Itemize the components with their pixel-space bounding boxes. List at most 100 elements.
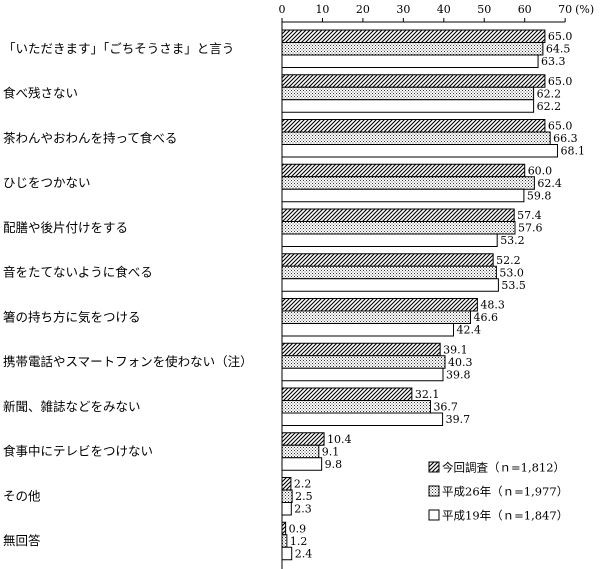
bar-value-label: 48.3 [480, 299, 505, 312]
bar [281, 144, 558, 158]
bar-value-label: 60.0 [528, 164, 553, 177]
bar [281, 342, 441, 357]
bar [281, 502, 292, 516]
bar [281, 298, 478, 312]
bar-value-label: 39.7 [446, 413, 471, 426]
legend-swatch [428, 461, 440, 473]
bar-series: 65.0 65.0 65.0 60.0 57.4 52.2 48.3 39.1 32.1 10.4… [281, 29, 585, 561]
bar [281, 278, 499, 292]
bar [281, 233, 498, 247]
bar-value-label: 36.7 [433, 401, 458, 414]
bar-value-label: 9.1 [322, 445, 340, 458]
bar [281, 99, 535, 113]
legend-swatch [428, 509, 440, 521]
bar [281, 457, 323, 471]
legend-label: 平成26年（ｎ=1,977） [442, 485, 568, 499]
bar [281, 534, 288, 548]
bar-value-label: 57.4 [517, 209, 542, 222]
bar-value-label: 64.5 [546, 43, 571, 56]
x-tick-label: 20 [356, 3, 370, 16]
category-label: 音をたてないように食べる [3, 265, 153, 280]
bar [281, 400, 431, 414]
legend-label: 今回調査（ｎ=1,812） [442, 461, 565, 475]
bar-value-label: 1.2 [290, 535, 308, 548]
bar [281, 188, 525, 203]
bar [281, 163, 526, 178]
bar-value-label: 39.8 [446, 368, 471, 381]
bar-value-label: 62.2 [537, 100, 562, 113]
bar [281, 355, 446, 369]
bar-value-label: 2.5 [295, 490, 313, 503]
category-label: 食事中にテレビをつけない [3, 444, 153, 459]
bar-value-label: 2.3 [294, 503, 312, 516]
bar [281, 42, 544, 56]
bar [281, 86, 535, 101]
bar-value-label: 2.2 [294, 478, 312, 491]
category-label: 無回答 [3, 533, 41, 548]
bar [281, 221, 516, 235]
bar [281, 432, 325, 446]
category-label: 箸の持ち方に気をつける [3, 309, 141, 324]
category-label: 新聞、雑誌などをみない [3, 399, 141, 414]
bar [281, 208, 515, 222]
bar [281, 367, 444, 382]
bar-value-label: 63.3 [541, 55, 566, 68]
bar [281, 477, 292, 491]
bar-value-label: 62.2 [537, 87, 562, 100]
bar [281, 546, 293, 561]
bar [281, 119, 546, 133]
x-tick-label: 60 [518, 3, 532, 16]
category-label: 携帯電話やスマートフォンを使わない（注） [3, 354, 253, 369]
category-label: 茶わんやおわんを持って食べる [3, 130, 177, 145]
category-label: その他 [3, 488, 41, 503]
bar [281, 131, 551, 145]
bar-value-label: 65.0 [548, 75, 573, 88]
bar-value-label: 39.1 [443, 343, 468, 356]
bar [281, 387, 413, 401]
x-tick-label: 10 [315, 3, 329, 16]
bar-value-label: 57.6 [518, 222, 543, 235]
bar-value-label: 66.3 [553, 132, 578, 145]
bar-value-label: 10.4 [327, 433, 352, 446]
category-label: 「いただきます」「ごちそうさま」と言う [3, 41, 234, 56]
bar-value-label: 59.8 [527, 189, 552, 202]
bar [281, 253, 494, 267]
bar-value-label: 0.9 [289, 522, 307, 535]
bar-value-label: 2.4 [295, 547, 313, 560]
x-tick-label: 30 [396, 3, 410, 16]
x-axis: 0 10 20 30 40 50 60 70 (%) [279, 3, 594, 569]
bar-value-label: 9.8 [325, 458, 343, 471]
bar-value-label: 53.5 [501, 279, 525, 292]
bar [281, 489, 293, 503]
bar-value-label: 62.4 [537, 177, 562, 190]
bar-value-label: 68.1 [560, 145, 585, 158]
bar-value-label: 46.6 [473, 311, 498, 324]
bar-value-label: 40.3 [448, 356, 473, 369]
unit-label: (%) [575, 3, 594, 16]
bar-value-label: 42.4 [457, 324, 482, 337]
legend-label: 平成19年（ｎ=1,847） [442, 509, 568, 523]
bar [281, 176, 535, 190]
bar-value-label: 32.1 [415, 388, 440, 401]
legend-swatch [428, 485, 440, 497]
bar [281, 29, 546, 43]
bar-value-label: 65.0 [548, 120, 573, 133]
bar [281, 265, 497, 280]
legend: 今回調査（ｎ=1,812） 平成26年（ｎ=1,977） 平成19年（ｎ=1,847… [428, 461, 568, 523]
bar [281, 310, 471, 324]
bar-value-label: 53.2 [500, 234, 524, 247]
bar [281, 412, 444, 426]
bar [281, 444, 320, 459]
bar [281, 54, 539, 68]
bar-value-label: 65.0 [548, 30, 573, 43]
x-tick-label: 50 [477, 3, 491, 16]
bar-value-label: 52.2 [496, 254, 521, 267]
x-tick-label: 40 [437, 3, 451, 16]
bar [281, 323, 455, 337]
x-tick-label: 70 [558, 3, 572, 16]
bar [281, 74, 546, 88]
bar-value-label: 53.0 [499, 266, 524, 279]
category-label: 配膳や後片付けをする [3, 220, 128, 235]
category-label: 食べ残さない [3, 86, 78, 101]
